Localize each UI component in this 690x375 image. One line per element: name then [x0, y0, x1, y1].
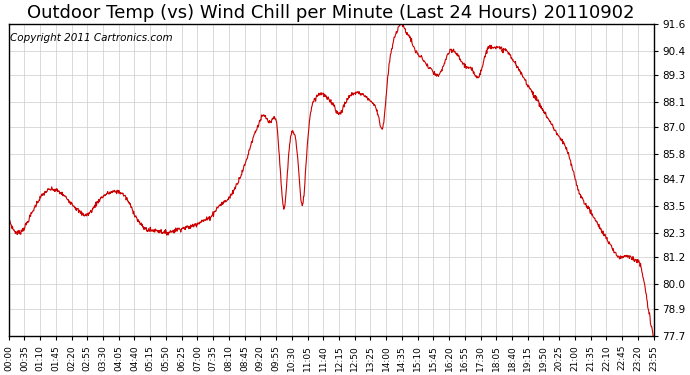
Text: Copyright 2011 Cartronics.com: Copyright 2011 Cartronics.com	[10, 33, 172, 43]
Title: Outdoor Temp (vs) Wind Chill per Minute (Last 24 Hours) 20110902: Outdoor Temp (vs) Wind Chill per Minute …	[28, 4, 635, 22]
